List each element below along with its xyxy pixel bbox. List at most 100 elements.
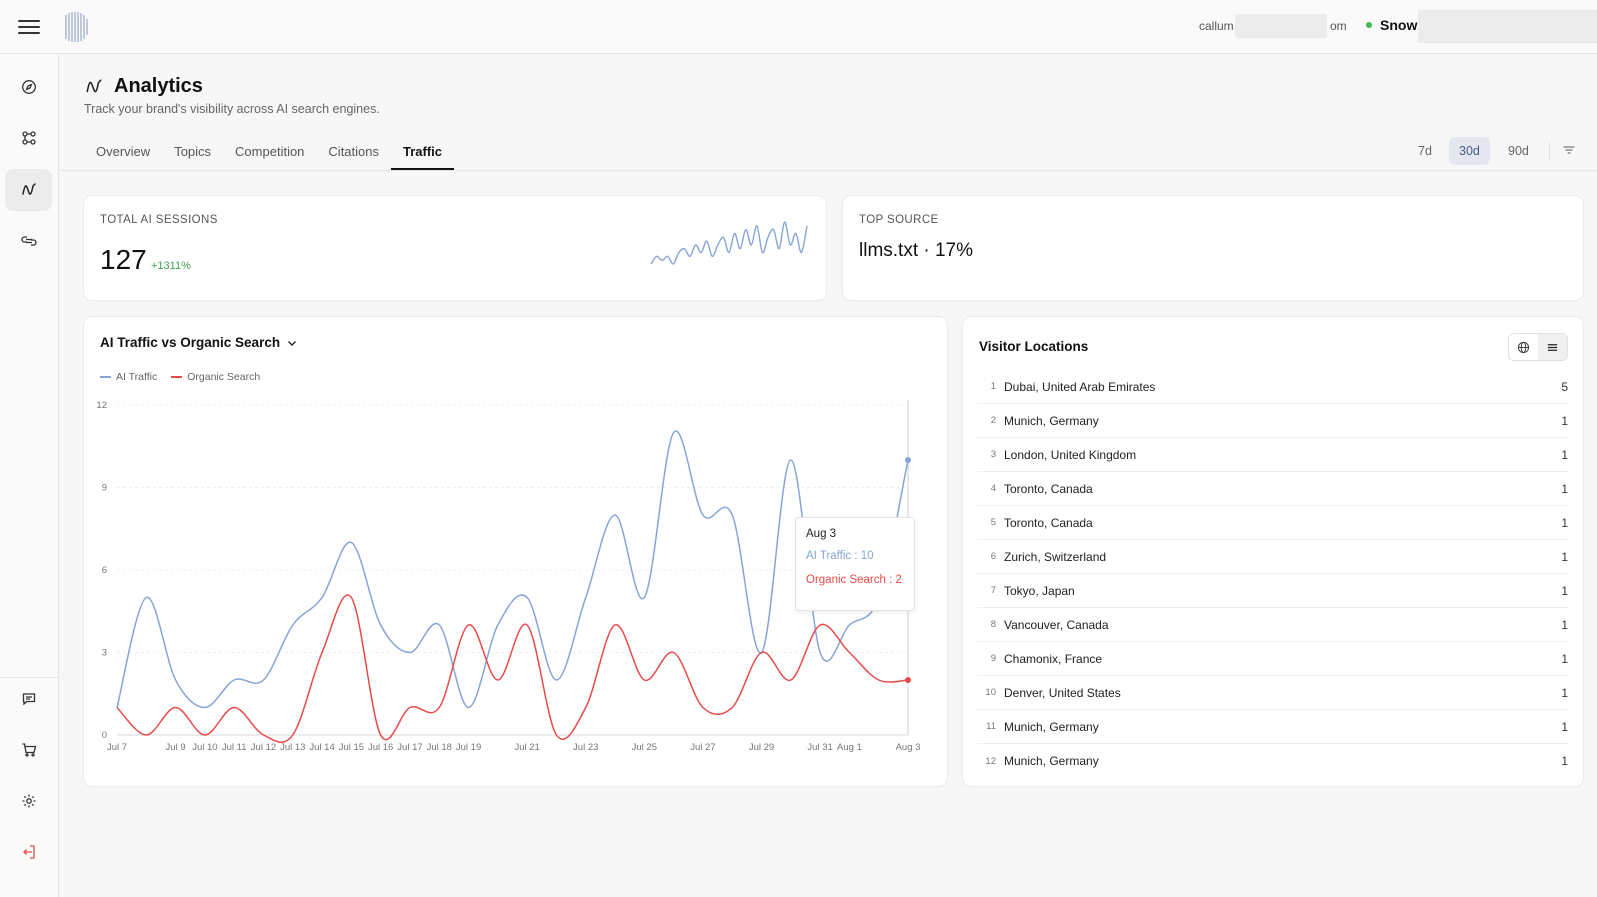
x-tick-label: Jul 18 bbox=[427, 742, 452, 753]
range-90d-button[interactable]: 90d bbox=[1508, 144, 1529, 158]
legend-label: Organic Search bbox=[187, 371, 261, 383]
x-tick-label: Jul 27 bbox=[690, 742, 715, 753]
page-title: Analytics bbox=[114, 75, 203, 97]
tab-traffic[interactable]: Traffic bbox=[391, 134, 455, 170]
legend-label: AI Traffic bbox=[116, 371, 158, 383]
top-source-card: TOP SOURCE llms.txt · 17% bbox=[843, 196, 1583, 300]
tooltip-date: Aug 3 bbox=[806, 528, 837, 540]
list-item[interactable]: 2 Munich, Germany 1 bbox=[977, 404, 1568, 438]
x-tick-label: Jul 10 bbox=[192, 742, 217, 753]
sidebar-item-explore[interactable] bbox=[5, 66, 52, 108]
chart-selector[interactable]: AI Traffic vs Organic Search bbox=[100, 335, 298, 350]
chat-icon bbox=[22, 693, 35, 706]
x-tick-label: Jul 9 bbox=[166, 742, 186, 753]
sidebar-item-settings[interactable] bbox=[5, 780, 52, 822]
tooltip-organic-search: Organic Search : 2 bbox=[806, 574, 902, 586]
x-tick-label: Aug 3 bbox=[896, 742, 921, 753]
workspace-redaction bbox=[1418, 10, 1597, 43]
tabs-divider bbox=[59, 170, 1597, 171]
menu-icon[interactable] bbox=[18, 16, 40, 38]
range-7d-button[interactable]: 7d bbox=[1418, 144, 1432, 158]
top-bar: callum om Snow bbox=[0, 0, 1597, 54]
x-tick-label: Jul 14 bbox=[309, 742, 334, 753]
x-tick-label: Jul 21 bbox=[514, 742, 539, 753]
x-tick-label: Aug 1 bbox=[837, 742, 862, 753]
location-name: Denver, United States bbox=[1004, 685, 1121, 700]
ai-traffic-active-dot bbox=[905, 457, 911, 463]
y-tick-label: 12 bbox=[96, 400, 107, 411]
location-count: 5 bbox=[1561, 379, 1568, 394]
location-name: Toronto, Canada bbox=[1004, 515, 1093, 530]
list-item[interactable]: 5 Toronto, Canada 1 bbox=[977, 506, 1568, 540]
analytics-icon bbox=[21, 183, 36, 195]
sidebar-item-integrations[interactable] bbox=[5, 117, 52, 159]
y-tick-label: 0 bbox=[102, 730, 107, 741]
location-name: Toronto, Canada bbox=[1004, 481, 1093, 496]
legend-swatch bbox=[100, 376, 111, 378]
tab-citations[interactable]: Citations bbox=[328, 144, 379, 159]
sessions-sparkline bbox=[650, 221, 808, 265]
tab-competition[interactable]: Competition bbox=[235, 144, 305, 159]
y-tick-label: 6 bbox=[102, 565, 107, 576]
list-item[interactable]: 10 Denver, United States 1 bbox=[977, 676, 1568, 710]
x-tick-label: Jul 31 bbox=[807, 742, 832, 753]
list-item[interactable]: 9 Chamonix, France 1 bbox=[977, 642, 1568, 676]
gear-icon bbox=[22, 794, 35, 808]
list-view-button[interactable] bbox=[1538, 334, 1567, 360]
location-idx: 1 bbox=[990, 381, 996, 392]
legend-organic-search[interactable]: Organic Search bbox=[171, 371, 260, 383]
x-tick-label: Jul 11 bbox=[222, 742, 247, 753]
filter-icon[interactable] bbox=[1562, 143, 1576, 157]
kpi-label: TOTAL AI SESSIONS bbox=[100, 214, 218, 226]
location-count: 1 bbox=[1561, 754, 1568, 768]
brand-logo[interactable] bbox=[62, 11, 90, 43]
logout-icon bbox=[22, 845, 35, 859]
y-tick-label: 3 bbox=[102, 648, 107, 659]
location-name: Munich, Germany bbox=[1004, 719, 1099, 734]
kpi-label: TOP SOURCE bbox=[859, 214, 939, 226]
list-item[interactable]: 7 Tokyo, Japan 1 bbox=[977, 574, 1568, 608]
sidebar-item-logout[interactable] bbox=[5, 831, 52, 873]
list-item[interactable]: 12 Munich, Germany 1 bbox=[977, 744, 1568, 778]
workspace-name[interactable]: Snow bbox=[1380, 17, 1418, 33]
location-idx: 2 bbox=[990, 415, 996, 426]
list-item[interactable]: 3 London, United Kingdom 1 bbox=[977, 438, 1568, 472]
legend-ai-traffic[interactable]: AI Traffic bbox=[100, 371, 157, 383]
tab-topics[interactable]: Topics bbox=[174, 144, 212, 159]
range-30d-button[interactable]: 30d bbox=[1449, 137, 1490, 165]
location-idx: 6 bbox=[990, 551, 996, 562]
sidebar-item-feedback[interactable] bbox=[5, 678, 52, 720]
email-redaction bbox=[1235, 14, 1327, 38]
tab-overview[interactable]: Overview bbox=[96, 144, 151, 159]
sparkline-path bbox=[650, 221, 808, 265]
analytics-icon bbox=[86, 79, 102, 93]
location-idx: 3 bbox=[990, 449, 996, 460]
page-subtitle: Track your brand's visibility across AI … bbox=[84, 102, 380, 116]
sidebar-item-links[interactable] bbox=[5, 220, 52, 262]
traffic-line-chart[interactable]: 0 3 6 9 12 Jul 7 Jul 9 Jul 10 Jul 11 Jul 12 Jul 13… bbox=[84, 317, 947, 786]
list-item[interactable]: 11 Munich, Germany 1 bbox=[977, 710, 1568, 744]
sidebar bbox=[0, 54, 59, 897]
location-count: 1 bbox=[1561, 515, 1568, 530]
list-item[interactable]: 6 Zurich, Switzerland 1 bbox=[977, 540, 1568, 574]
location-count: 1 bbox=[1561, 413, 1568, 428]
location-name: Chamonix, France bbox=[1004, 651, 1103, 666]
location-count: 1 bbox=[1561, 447, 1568, 462]
sidebar-item-billing[interactable] bbox=[5, 729, 52, 771]
location-count: 1 bbox=[1561, 651, 1568, 666]
list-item[interactable]: 4 Toronto, Canada 1 bbox=[977, 472, 1568, 506]
sidebar-item-analytics[interactable] bbox=[5, 169, 52, 211]
location-count: 1 bbox=[1561, 685, 1568, 700]
view-toggle bbox=[1508, 333, 1568, 361]
x-tick-label: Jul 19 bbox=[456, 742, 481, 753]
visitor-locations-card: Visitor Locations 1 Dubai, United Arab Em… bbox=[963, 317, 1583, 786]
location-count: 1 bbox=[1561, 617, 1568, 632]
x-tick-label: Jul 17 bbox=[397, 742, 422, 753]
list-item[interactable]: 8 Vancouver, Canada 1 bbox=[977, 608, 1568, 642]
globe-view-button[interactable] bbox=[1509, 334, 1538, 360]
list-item[interactable]: 1 Dubai, United Arab Emirates 5 bbox=[977, 370, 1568, 404]
location-idx: 11 bbox=[986, 721, 996, 732]
y-tick-label: 9 bbox=[102, 483, 107, 494]
range-divider bbox=[1549, 142, 1550, 160]
chart-legend: AI Traffic Organic Search bbox=[100, 371, 260, 383]
